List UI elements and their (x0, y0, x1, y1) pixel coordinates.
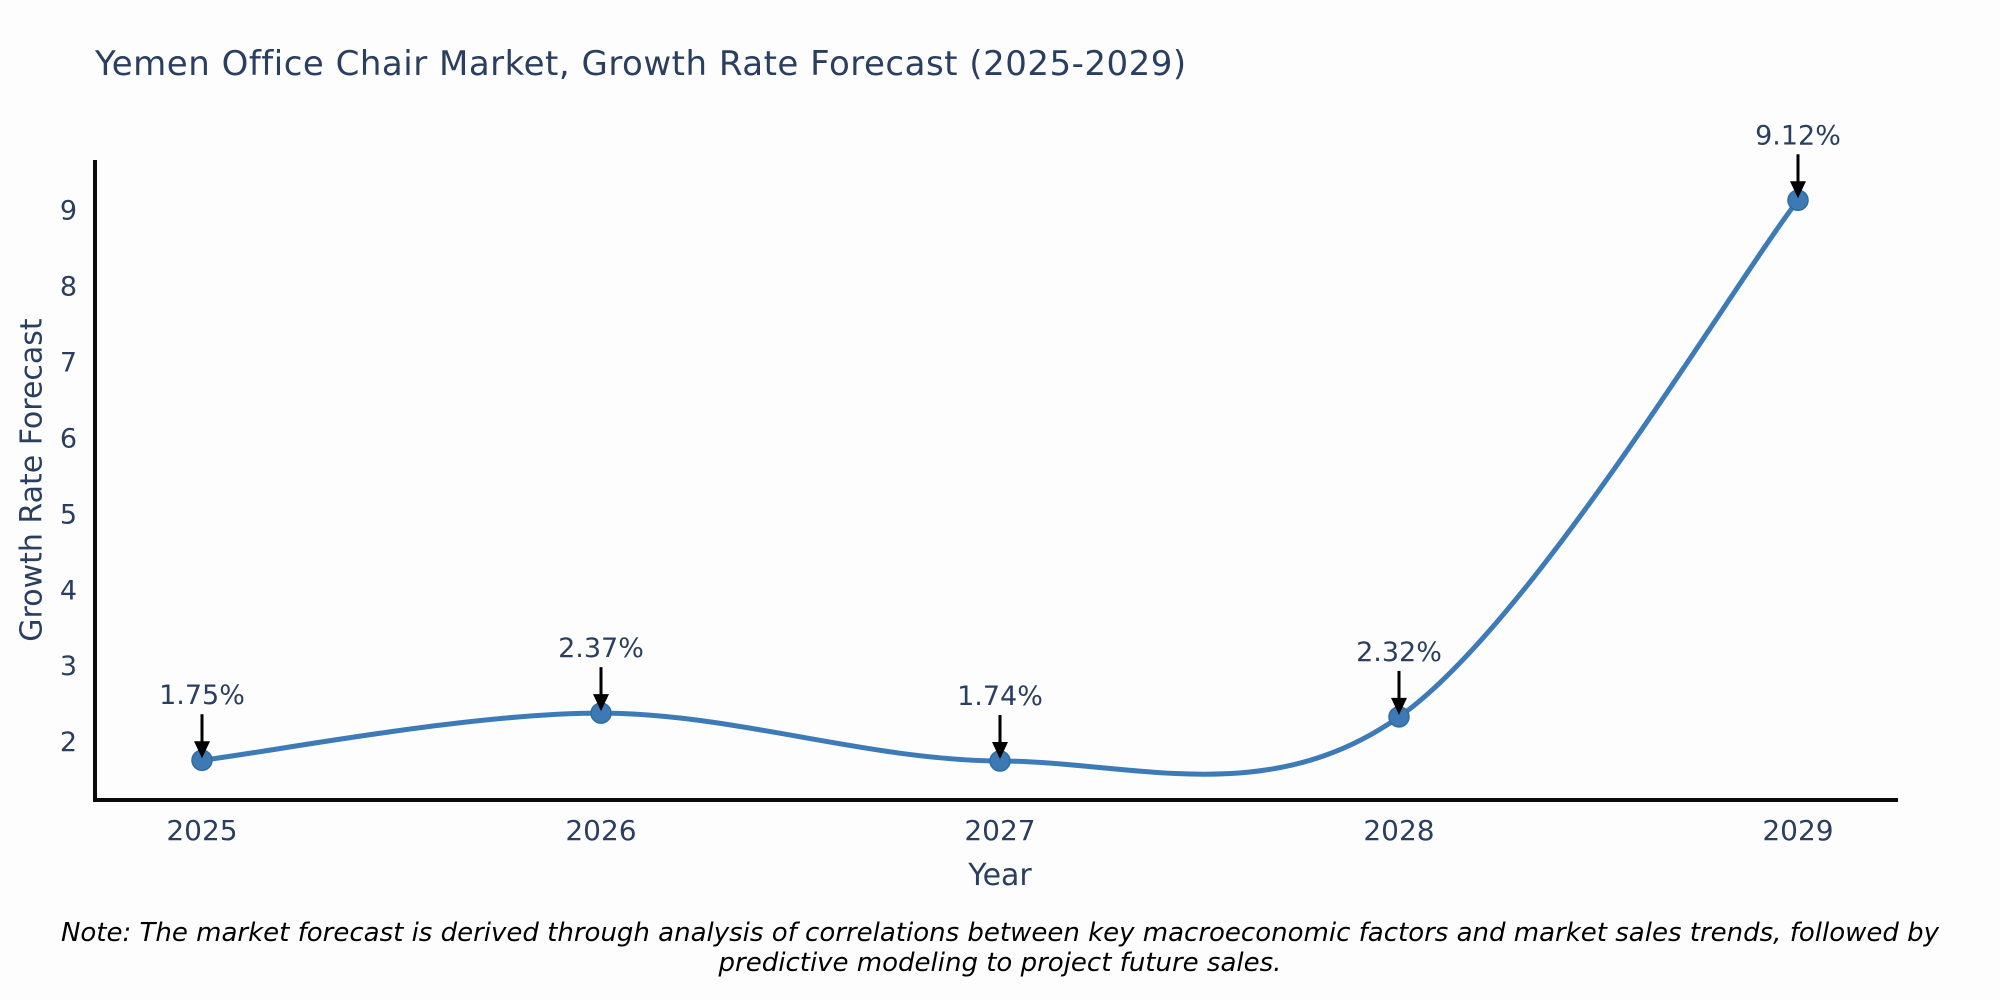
y-tick-label: 7 (60, 347, 77, 378)
data-point-label: 9.12% (1755, 120, 1841, 151)
x-tick-label: 2029 (1762, 814, 1833, 847)
annotation-arrowhead (593, 694, 609, 712)
y-tick-label: 8 (60, 271, 77, 302)
x-tick-label: 2026 (565, 814, 636, 847)
y-tick-label: 9 (60, 195, 77, 226)
annotation-arrowhead (1391, 697, 1407, 715)
y-tick-label: 6 (60, 423, 77, 454)
y-tick-label: 5 (60, 499, 77, 530)
y-tick-label: 4 (60, 575, 77, 606)
annotation-arrowhead (992, 741, 1008, 759)
data-point-label: 1.74% (957, 681, 1043, 712)
footnote: Note: The market forecast is derived thr… (60, 918, 1940, 978)
data-point-label: 2.37% (558, 633, 644, 664)
forecast-line (199, 197, 1801, 777)
data-point-label: 1.75% (159, 680, 245, 711)
data-point-label: 2.32% (1356, 637, 1442, 668)
y-tick-label: 2 (60, 727, 77, 758)
annotation-arrowhead (1790, 181, 1806, 199)
y-tick-label: 3 (60, 651, 77, 682)
x-tick-label: 2028 (1363, 814, 1434, 847)
chart-title: Yemen Office Chair Market, Growth Rate F… (95, 44, 1187, 84)
x-tick-label: 2027 (964, 814, 1035, 847)
annotation-arrowhead (194, 741, 210, 759)
x-tick-label: 2025 (166, 814, 237, 847)
x-axis-title: Year (968, 858, 1032, 893)
